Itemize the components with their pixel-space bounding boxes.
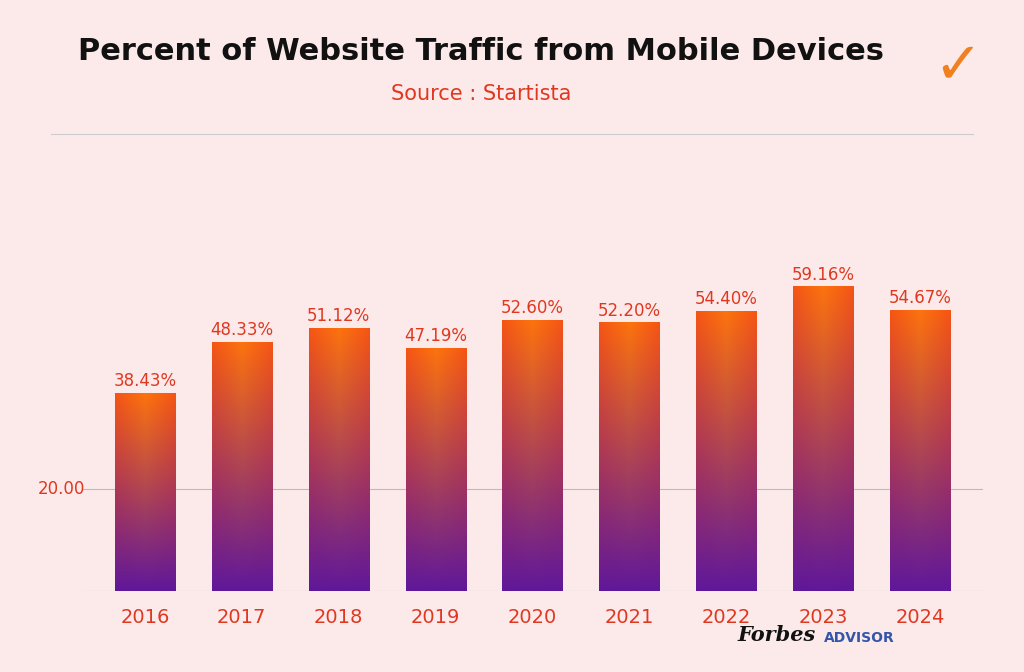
Text: 54.67%: 54.67% (889, 289, 951, 307)
Text: 20.00: 20.00 (38, 480, 85, 497)
Text: Forbes: Forbes (737, 625, 815, 645)
Text: ✓: ✓ (933, 37, 982, 94)
Text: ADVISOR: ADVISOR (824, 631, 895, 645)
Text: 54.40%: 54.40% (695, 290, 758, 308)
Text: 38.43%: 38.43% (114, 372, 176, 390)
Text: 47.19%: 47.19% (404, 327, 467, 345)
Text: Source : Startista: Source : Startista (391, 84, 571, 104)
Text: 48.33%: 48.33% (210, 321, 273, 339)
Text: Percent of Website Traffic from Mobile Devices: Percent of Website Traffic from Mobile D… (78, 37, 885, 66)
Text: 51.12%: 51.12% (307, 307, 371, 325)
Text: 52.20%: 52.20% (598, 302, 660, 319)
Text: 59.16%: 59.16% (792, 265, 855, 284)
Text: 52.60%: 52.60% (501, 300, 564, 317)
